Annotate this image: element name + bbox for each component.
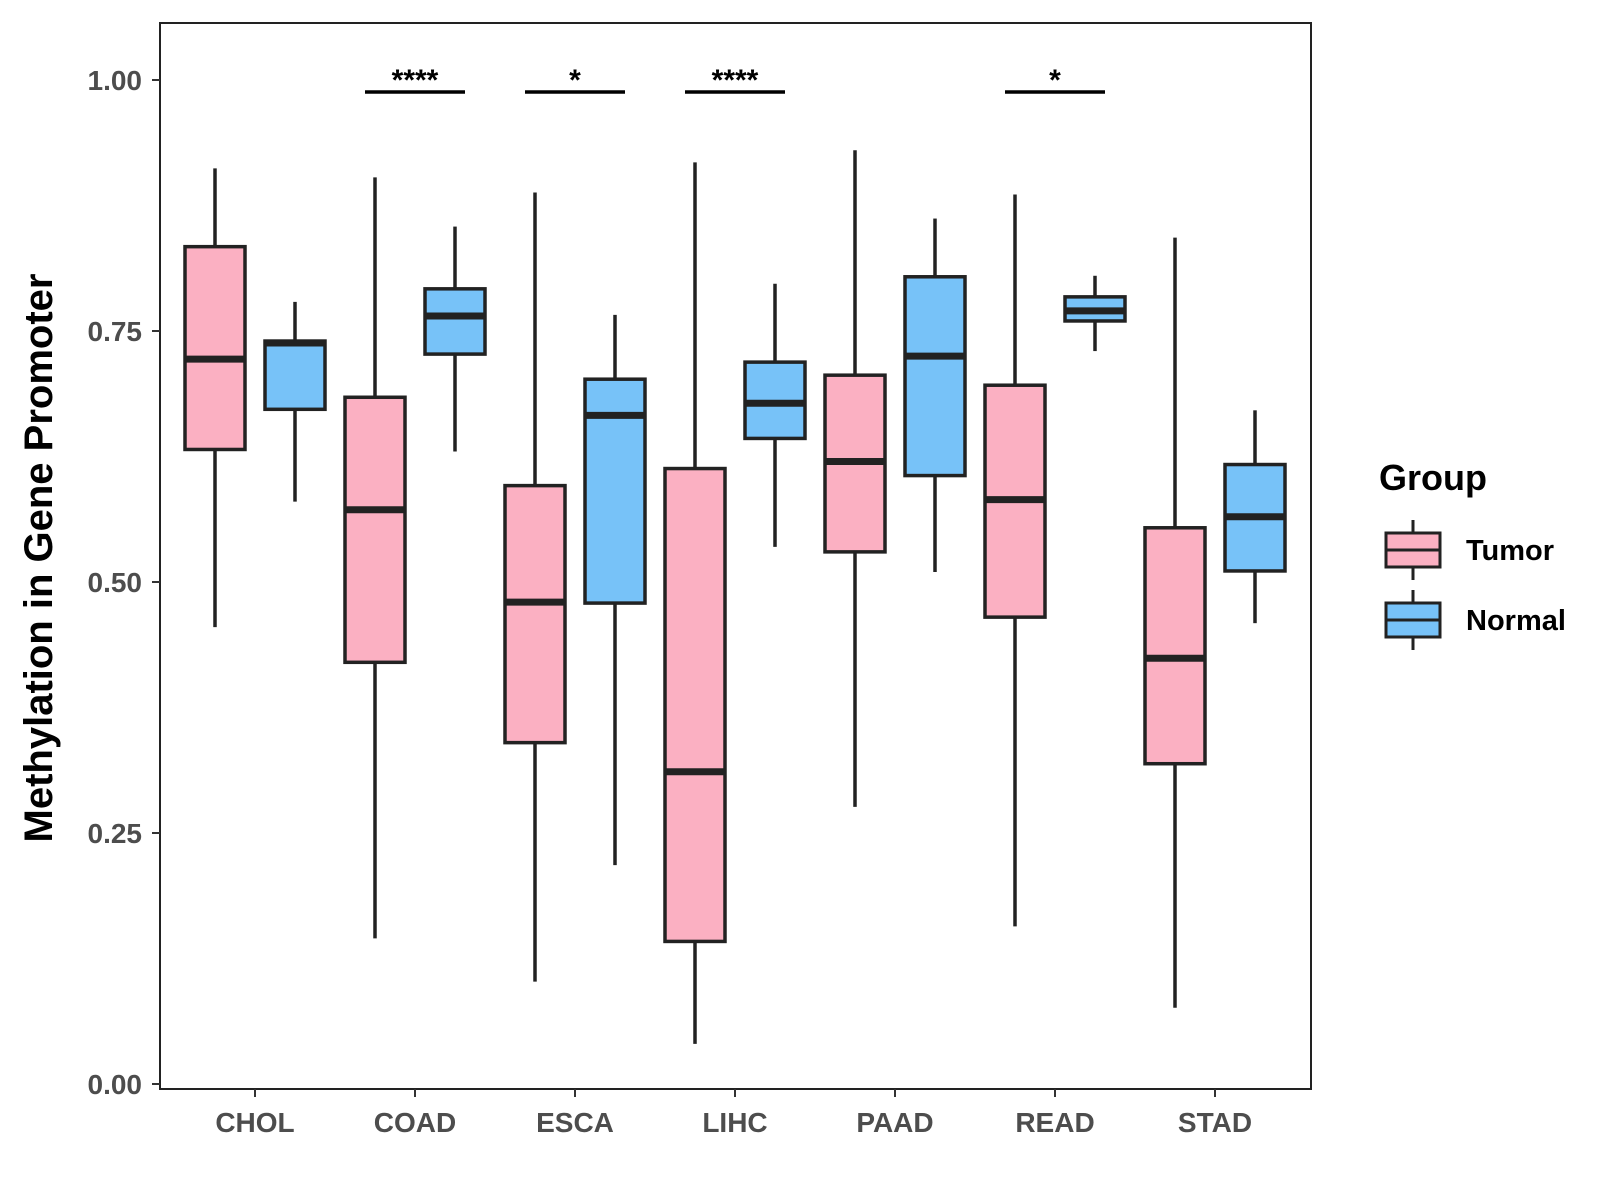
box-tumor-chol <box>183 244 247 452</box>
legend-title: Group <box>1379 457 1487 498</box>
box-normal-paad <box>903 275 967 478</box>
box-tumor-esca <box>503 483 567 745</box>
legend-label-normal: Normal <box>1466 605 1566 637</box>
y-tick-label: 0.25 <box>88 818 143 849</box>
significance-label: * <box>569 64 581 97</box>
legend-label-tumor: Tumor <box>1466 535 1554 567</box>
x-tick-label: READ <box>1015 1107 1094 1138</box>
whiskers <box>213 150 1257 1044</box>
boxes <box>183 244 1287 944</box>
y-tick-label: 0.75 <box>88 316 143 347</box>
x-tick-label: CHOL <box>215 1107 294 1138</box>
y-tick-label: 0.00 <box>88 1069 143 1100</box>
box-tumor-lihc <box>663 466 727 944</box>
box-tumor-stad <box>1143 526 1207 766</box>
significance-label: **** <box>712 64 759 97</box>
x-tick-label: STAD <box>1178 1107 1252 1138</box>
significance-label: * <box>1049 64 1061 97</box>
box-normal-coad <box>423 287 487 356</box>
box-tumor-coad <box>343 395 407 665</box>
y-axis: 0.00 0.25 0.50 0.75 1.00 <box>88 65 160 1100</box>
legend: Group Tumor Normal <box>1379 457 1566 650</box>
x-axis: CHOL COAD ESCA LIHC PAAD READ STAD <box>215 1089 1252 1138</box>
plot-panel-border <box>159 22 1312 1090</box>
x-tick-label: COAD <box>374 1107 456 1138</box>
box-normal-chol <box>263 339 327 412</box>
x-tick-label: LIHC <box>702 1107 767 1138</box>
y-tick-label: 0.50 <box>88 567 143 598</box>
significance-label: **** <box>392 64 439 97</box>
y-axis-title: Methylation in Gene Promoter <box>17 274 61 843</box>
y-tick-label: 1.00 <box>88 65 143 96</box>
x-tick-label: PAAD <box>856 1107 933 1138</box>
x-tick-label: ESCA <box>536 1107 614 1138</box>
significance-annotations: **** * **** * <box>365 64 1105 97</box>
